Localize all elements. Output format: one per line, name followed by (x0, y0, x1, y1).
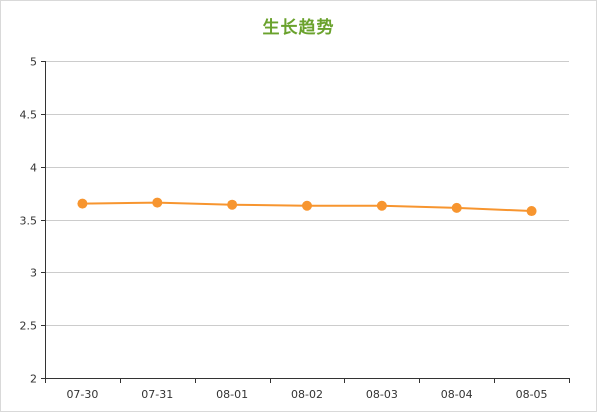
y-tick-label: 3.5 (20, 215, 38, 228)
y-tick-label: 4.5 (20, 109, 38, 122)
grid-lines (45, 61, 569, 326)
data-point[interactable] (227, 199, 238, 210)
y-tick-label: 2 (30, 373, 37, 386)
x-tick-label: 07-30 (66, 388, 98, 401)
data-point[interactable] (152, 197, 163, 208)
y-tick-label: 3 (30, 267, 37, 280)
data-point[interactable] (302, 200, 312, 211)
data-point[interactable] (526, 206, 537, 217)
x-tick-label: 08-01 (216, 388, 248, 401)
data-point[interactable] (77, 198, 88, 209)
y-tick-label: 4 (30, 162, 37, 175)
tick-labels: 2 2.5 3 3.5 4 4.5 5 07-30 07-31 08-01 08-02 08-03 08… (20, 56, 548, 402)
series-layer (77, 197, 537, 217)
data-point[interactable] (451, 202, 462, 213)
data-point[interactable] (376, 200, 387, 211)
y-tick-label: 2.5 (20, 320, 38, 333)
x-tick-label: 08-04 (441, 388, 473, 401)
x-tick-label: 08-03 (366, 388, 398, 401)
y-tick-label: 5 (30, 56, 37, 69)
axes (41, 61, 570, 383)
x-tick-label: 07-31 (141, 388, 173, 401)
x-tick-label: 08-02 (291, 388, 323, 401)
chart-title: 生长趋势 (262, 18, 335, 38)
x-tick-label: 08-05 (516, 388, 548, 401)
